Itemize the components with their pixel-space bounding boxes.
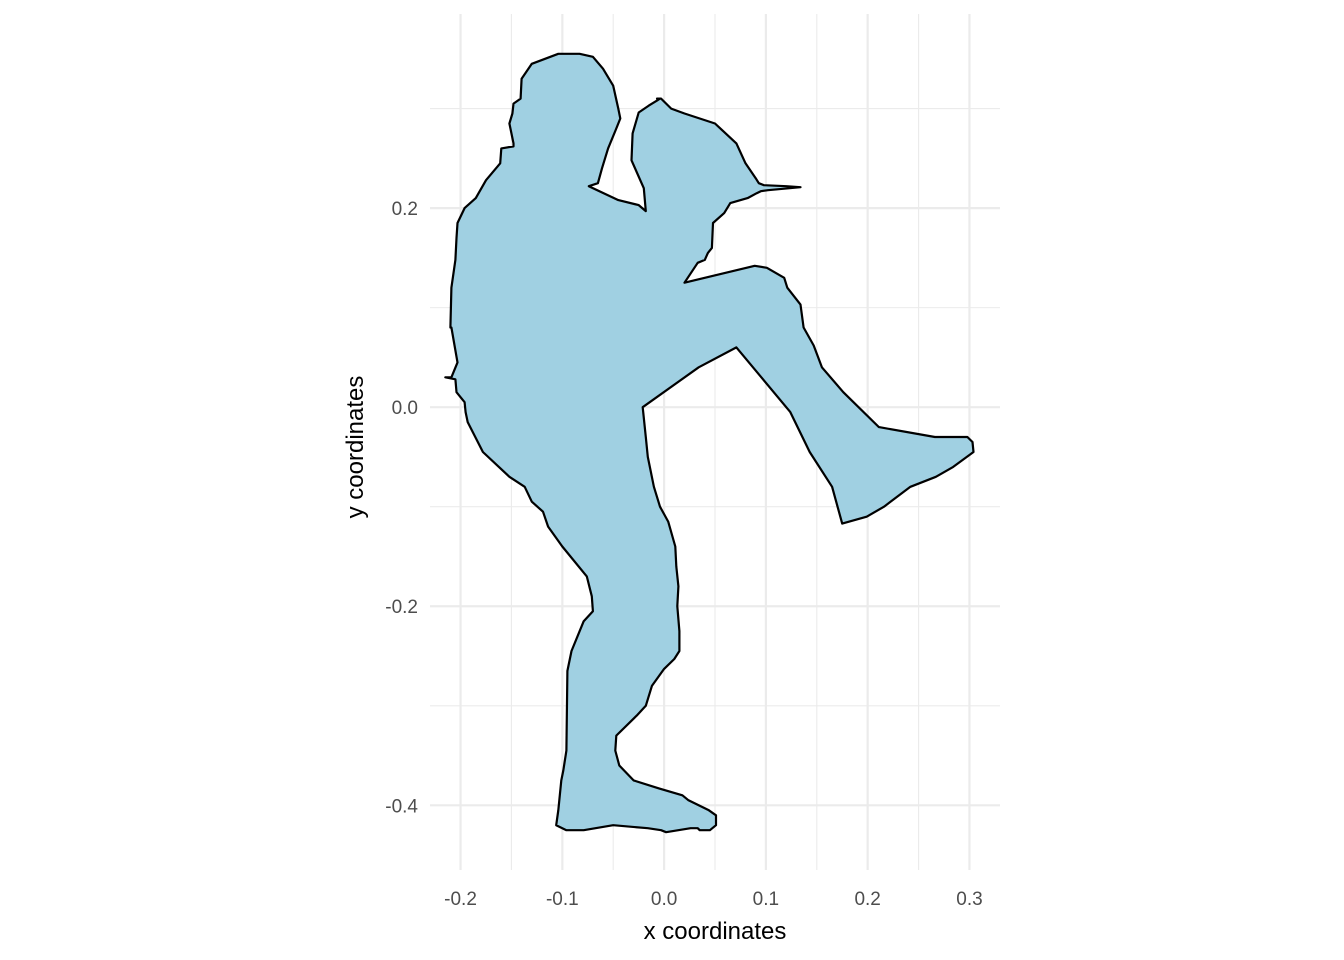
y-tick-label: -0.2 [385,597,418,618]
x-axis-title: x coordinates [644,918,787,945]
y-axis-ticks: 0.2 0.0 -0.2 -0.4 [385,199,418,817]
y-axis-title: y coordinates [342,376,369,519]
y-tick-label: 0.0 [392,398,418,419]
x-tick-label: -0.2 [444,889,477,910]
y-tick-label: -0.4 [385,796,418,817]
x-axis-ticks: -0.2 -0.1 0.0 0.1 0.2 0.3 [444,889,983,910]
y-tick-label: 0.2 [392,199,418,220]
pitcher-silhouette [444,52,975,834]
x-tick-label: 0.3 [956,889,982,910]
x-tick-label: 0.1 [753,889,779,910]
x-tick-label: 0.0 [651,889,677,910]
x-tick-label: 0.2 [854,889,880,910]
x-tick-label: -0.1 [546,889,579,910]
